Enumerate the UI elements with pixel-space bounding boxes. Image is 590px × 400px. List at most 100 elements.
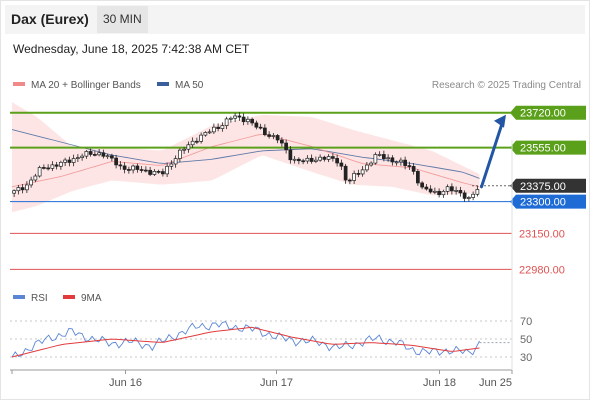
level-label-3: 23150.00 <box>519 228 565 240</box>
candle-body <box>131 165 135 171</box>
candle-body <box>301 160 305 163</box>
candle-body <box>97 152 101 156</box>
candle-body <box>322 156 327 160</box>
candle-body <box>339 162 344 167</box>
candle-body <box>365 164 369 171</box>
ma20-swatch <box>13 82 25 87</box>
rsi-tick-30: 30 <box>520 352 532 364</box>
candle-body <box>182 148 186 151</box>
candle-body <box>37 167 42 177</box>
rsi-line <box>11 321 480 358</box>
candle-body <box>467 197 471 199</box>
candle-body <box>386 157 390 160</box>
legend-rsi: RSI <box>13 293 48 304</box>
candle-body <box>50 164 55 169</box>
candle-body <box>33 175 38 181</box>
candle-body <box>148 169 152 175</box>
candle-body <box>195 140 199 143</box>
candle-body <box>305 157 310 162</box>
candle-body <box>25 184 29 191</box>
candle-body <box>399 159 403 163</box>
candle-body <box>71 158 76 163</box>
ma50-swatch <box>157 82 169 87</box>
candle-body <box>178 149 182 159</box>
legend-ma20: MA 20 + Bollinger Bands <box>13 80 141 91</box>
rsi-ma9-line <box>11 326 480 358</box>
candle-body <box>110 155 114 159</box>
candle-body <box>263 127 267 136</box>
candle-body <box>29 179 33 186</box>
bollinger-band <box>12 102 480 213</box>
candle-body <box>105 155 110 158</box>
interval-button[interactable]: 30 MIN <box>97 6 148 33</box>
candle-body <box>403 159 407 166</box>
legend-ma50: MA 50 <box>157 80 203 91</box>
candle-body <box>127 169 131 171</box>
candle-body <box>152 171 157 175</box>
candle-body <box>186 144 191 150</box>
candle-body <box>433 190 437 193</box>
candle-body <box>356 173 361 175</box>
candle-body <box>165 165 169 175</box>
candle-body <box>407 165 412 167</box>
candle-body <box>390 157 395 163</box>
candle-body <box>416 171 420 184</box>
legend-9ma: 9MA <box>63 293 102 304</box>
candle-body <box>369 162 373 166</box>
level-tag-0 <box>510 105 586 120</box>
candle-body <box>309 157 314 162</box>
candle-body <box>352 173 356 181</box>
projection-arrow-head <box>494 114 506 128</box>
candle-body <box>59 161 63 167</box>
candle-body <box>454 190 458 192</box>
source-credit: Research © 2025 Trading Central <box>431 80 581 91</box>
candle-body <box>67 159 72 163</box>
candle-body <box>458 190 463 194</box>
current-price-label: 23375.00 <box>520 181 566 193</box>
candle-body <box>471 193 475 198</box>
candle-body <box>63 159 67 163</box>
candle-body <box>258 126 263 129</box>
timestamp: Wednesday, June 18, 2025 7:42:38 AM CET <box>13 42 250 56</box>
candle-body <box>12 190 16 194</box>
ma50-legend-label: MA 50 <box>175 80 204 91</box>
candle-body <box>20 187 25 191</box>
candle-body <box>394 161 399 164</box>
candle-body <box>424 186 429 190</box>
candle-body <box>292 158 297 161</box>
candle-body <box>377 154 382 156</box>
candle-body <box>441 190 446 196</box>
candle-body <box>335 158 339 164</box>
candle-body <box>135 165 140 170</box>
candle-body <box>241 116 246 123</box>
candle-body <box>54 164 59 167</box>
candle-body <box>233 115 237 119</box>
candle-body <box>314 159 318 162</box>
candle-body <box>114 157 118 166</box>
ma9-legend-label: 9MA <box>81 293 102 304</box>
x-tick-label-0: Jun 16 <box>109 377 142 389</box>
candle-body <box>288 149 293 161</box>
ma9-swatch <box>63 295 75 300</box>
level-label-1: 23555.00 <box>520 143 566 155</box>
candle-body <box>88 151 93 155</box>
rsi-tick-50: 50 <box>520 334 532 346</box>
candle-body <box>382 154 386 160</box>
candle-body <box>144 169 148 172</box>
candle-body <box>156 171 161 173</box>
candle-body <box>139 169 144 171</box>
ma20-line <box>11 133 480 188</box>
candle-body <box>420 182 424 188</box>
candle-body <box>122 165 127 170</box>
candle-body <box>190 140 195 146</box>
candle-body <box>428 188 433 193</box>
candle-body <box>437 190 441 196</box>
candle-body <box>475 189 480 195</box>
candle-body <box>343 165 348 181</box>
candle-body <box>173 158 178 165</box>
candle-body <box>254 122 259 128</box>
candle-body <box>16 187 21 192</box>
candle-body <box>80 155 84 158</box>
candle-body <box>280 139 284 144</box>
